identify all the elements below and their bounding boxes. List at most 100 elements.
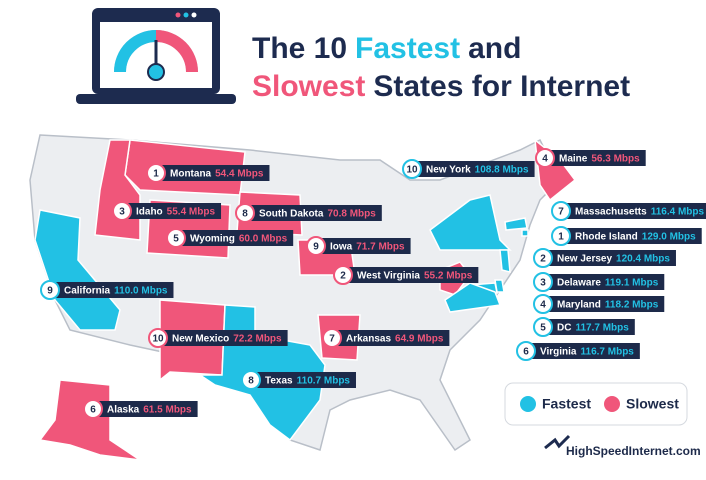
state-label: DC 117.7 Mbps 5 bbox=[533, 317, 635, 337]
state-speed: 116.4 Mbps bbox=[651, 207, 705, 218]
label-box bbox=[249, 205, 382, 221]
label-box bbox=[565, 228, 702, 244]
state-speed: 60.0 Mbps bbox=[239, 234, 288, 245]
state-name: California bbox=[64, 286, 111, 297]
state-label: Idaho 55.4 Mbps 3 bbox=[112, 201, 222, 221]
rank-badge bbox=[148, 328, 168, 348]
state-speed: 55.4 Mbps bbox=[167, 207, 216, 218]
label-box bbox=[547, 250, 676, 266]
state-speed: 54.4 Mbps bbox=[215, 169, 264, 180]
rank-number: 5 bbox=[540, 323, 546, 334]
label-box bbox=[549, 150, 646, 166]
rank-badge bbox=[533, 248, 553, 268]
state-name: Idaho bbox=[136, 207, 163, 218]
label-box bbox=[162, 330, 288, 346]
label-box bbox=[54, 282, 174, 298]
state-speed: 118.2 Mbps bbox=[605, 300, 659, 311]
state-label: West Virginia 55.2 Mbps 2 bbox=[333, 265, 479, 285]
state-label: Montana 54.4 Mbps 1 bbox=[146, 163, 270, 183]
rank-badge bbox=[533, 294, 553, 314]
rank-badge bbox=[306, 236, 326, 256]
title-slowest: Slowest bbox=[252, 70, 366, 103]
state-label: New Jersey 120.4 Mbps 2 bbox=[533, 248, 676, 268]
label-box bbox=[180, 230, 294, 246]
rank-number: 5 bbox=[173, 234, 179, 245]
rank-number: 8 bbox=[242, 209, 248, 220]
rank-number: 9 bbox=[47, 286, 53, 297]
state-label: Rhode Island 129.0 Mbps 1 bbox=[551, 226, 702, 246]
rank-number: 7 bbox=[329, 334, 335, 345]
state-speed: 108.8 Mbps bbox=[475, 165, 529, 176]
state-label: Texas 110.7 Mbps 8 bbox=[241, 370, 356, 390]
rank-number: 6 bbox=[90, 405, 96, 416]
label-box bbox=[565, 203, 706, 219]
state-name: Maryland bbox=[557, 300, 601, 311]
label-box bbox=[547, 274, 665, 290]
label-box bbox=[336, 330, 450, 346]
rank-badge bbox=[83, 399, 103, 419]
rank-number: 6 bbox=[523, 347, 529, 358]
rank-badge bbox=[241, 370, 261, 390]
label-box bbox=[547, 296, 665, 312]
state-label: Massachusetts 116.4 Mbps 7 bbox=[551, 201, 706, 221]
state-speed: 56.3 Mbps bbox=[591, 154, 640, 165]
state-name: Maine bbox=[559, 154, 588, 165]
state-shape bbox=[34, 209, 121, 331]
labels: Montana 54.4 Mbps 1 Idaho 55.4 Mbps 3 South Da… bbox=[40, 148, 706, 419]
rank-badge bbox=[235, 203, 255, 223]
state-name: Massachusetts bbox=[575, 207, 647, 218]
label-box bbox=[320, 238, 411, 254]
logo-icon bbox=[544, 434, 571, 450]
legend-label: Fastest bbox=[542, 396, 591, 412]
state-label: Arkansas 64.9 Mbps 7 bbox=[322, 328, 450, 348]
state-name: DC bbox=[557, 323, 571, 334]
rank-number: 2 bbox=[540, 254, 546, 265]
state-speed: 61.5 Mbps bbox=[143, 405, 192, 416]
label-box bbox=[97, 401, 198, 417]
rank-badge bbox=[166, 228, 186, 248]
state-name: Texas bbox=[265, 376, 293, 387]
state-speed: 120.4 Mbps bbox=[616, 254, 670, 265]
rank-number: 3 bbox=[119, 207, 125, 218]
rank-badge bbox=[551, 226, 571, 246]
state-shape bbox=[429, 194, 512, 251]
rank-number: 1 bbox=[153, 169, 159, 180]
rank-badge bbox=[402, 159, 422, 179]
state-label: California 110.0 Mbps 9 bbox=[40, 280, 174, 300]
title-text: and bbox=[468, 32, 522, 65]
state-label: Iowa 71.7 Mbps 9 bbox=[306, 236, 411, 256]
label-box bbox=[347, 267, 479, 283]
state-name: New Mexico bbox=[172, 334, 229, 345]
rank-badge bbox=[322, 328, 342, 348]
state-name: South Dakota bbox=[259, 209, 324, 220]
rank-badge bbox=[516, 341, 536, 361]
state-speed: 116.7 Mbps bbox=[581, 347, 635, 358]
rank-badge bbox=[40, 280, 60, 300]
title-text: The 10 bbox=[252, 32, 348, 65]
state-name: Virginia bbox=[540, 347, 577, 358]
legend-box bbox=[504, 382, 688, 426]
state-speed: 55.2 Mbps bbox=[424, 271, 473, 282]
state-speed: 110.0 Mbps bbox=[114, 286, 168, 297]
state-label: New York 108.8 Mbps 10 bbox=[402, 159, 535, 179]
state-label: Delaware 119.1 Mbps 3 bbox=[533, 272, 665, 292]
state-speed: 72.2 Mbps bbox=[233, 334, 282, 345]
legend-swatch bbox=[520, 396, 536, 412]
rank-number: 2 bbox=[340, 271, 346, 282]
rank-number: 3 bbox=[540, 278, 546, 289]
state-name: Alaska bbox=[107, 405, 140, 416]
state-shape bbox=[444, 282, 502, 313]
rank-badge bbox=[533, 317, 553, 337]
state-name: New Jersey bbox=[557, 254, 612, 265]
label-box bbox=[255, 372, 356, 388]
state-label: South Dakota 70.8 Mbps 8 bbox=[235, 203, 382, 223]
state-speed: 110.7 Mbps bbox=[297, 376, 351, 387]
state-name: Rhode Island bbox=[575, 232, 638, 243]
state-speed: 70.8 Mbps bbox=[327, 209, 376, 220]
rank-badge bbox=[533, 272, 553, 292]
state-label: Wyoming 60.0 Mbps 5 bbox=[166, 228, 294, 248]
rank-number: 4 bbox=[542, 154, 548, 165]
rank-number: 10 bbox=[152, 334, 164, 345]
state-label: Maine 56.3 Mbps 4 bbox=[535, 148, 646, 168]
